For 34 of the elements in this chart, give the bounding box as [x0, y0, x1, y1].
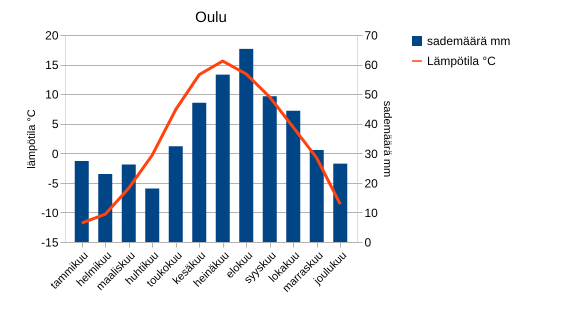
y-tick-label: 15	[45, 58, 59, 72]
y-tick-label: 5	[52, 117, 59, 132]
bar	[98, 174, 112, 242]
y-tick-label: -5	[48, 176, 59, 190]
y-tick-label: 10	[45, 88, 59, 102]
y2-tick-label: 70	[364, 28, 378, 42]
bar	[74, 160, 89, 242]
y2-tick-label: 60	[364, 58, 378, 72]
bar	[192, 102, 206, 242]
bar	[239, 48, 254, 242]
y2-tick-label: 20	[364, 176, 378, 190]
bar	[168, 146, 183, 242]
y-tick-label: -15	[41, 236, 59, 250]
chart-title: Oulu	[195, 9, 227, 26]
y2-tick-label: 30	[364, 146, 378, 161]
bar	[333, 164, 348, 242]
y2-axis-title: sademäärä mm	[380, 100, 393, 178]
y2-tick-label: 10	[364, 206, 378, 220]
y2-tick-label: 40	[364, 117, 378, 132]
y-tick-label: -10	[41, 206, 59, 220]
line-series	[80, 60, 342, 225]
bar	[262, 96, 277, 242]
bar	[310, 150, 324, 242]
y-tick-label: 20	[45, 28, 59, 42]
bar	[216, 74, 230, 242]
bar	[145, 188, 160, 242]
y-tick-label: 0	[52, 146, 59, 161]
y-axis-title: lämpötila °C	[26, 109, 38, 169]
bar	[286, 110, 300, 242]
legend-label: sademäärä mm	[427, 34, 510, 48]
y2-tick-label: 0	[364, 236, 372, 250]
y2-tick-label: 50	[364, 88, 378, 102]
bar	[122, 164, 136, 242]
legend-label: Lämpötila °C	[427, 54, 496, 68]
